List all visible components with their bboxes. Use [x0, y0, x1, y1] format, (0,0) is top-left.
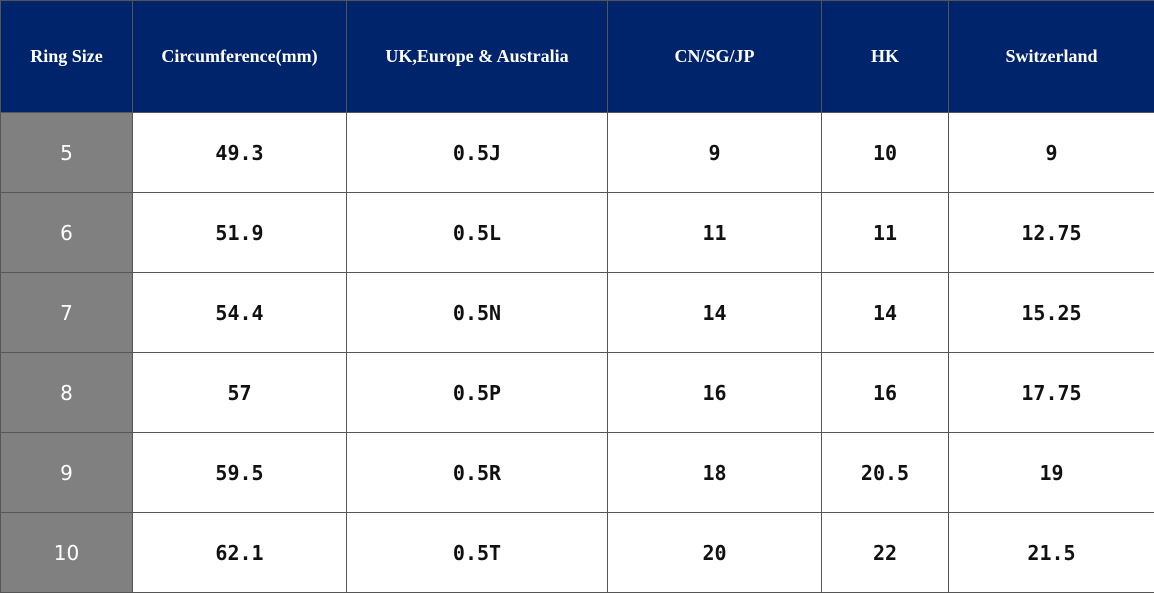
value-cell: 62.1: [133, 513, 347, 593]
value-cell: 19: [949, 433, 1154, 513]
value-cell: 18: [608, 433, 822, 513]
header-cell: Circumference(mm): [133, 1, 347, 113]
value-cell: 0.5N: [347, 273, 608, 353]
value-cell: 59.5: [133, 433, 347, 513]
value-cell: 0.5L: [347, 193, 608, 273]
value-cell: 0.5J: [347, 113, 608, 193]
ring-size-cell: 6: [1, 193, 133, 273]
value-cell: 11: [608, 193, 822, 273]
value-cell: 17.75: [949, 353, 1154, 433]
value-cell: 57: [133, 353, 347, 433]
value-cell: 14: [608, 273, 822, 353]
header-cell: UK,Europe & Australia: [347, 1, 608, 113]
value-cell: 20.5: [822, 433, 949, 513]
value-cell: 0.5R: [347, 433, 608, 513]
value-cell: 21.5: [949, 513, 1154, 593]
header-cell: HK: [822, 1, 949, 113]
value-cell: 15.25: [949, 273, 1154, 353]
value-cell: 11: [822, 193, 949, 273]
ring-size-cell: 9: [1, 433, 133, 513]
value-cell: 16: [822, 353, 949, 433]
value-cell: 0.5T: [347, 513, 608, 593]
ring-size-cell: 5: [1, 113, 133, 193]
header-cell: CN/SG/JP: [608, 1, 822, 113]
value-cell: 0.5P: [347, 353, 608, 433]
value-cell: 16: [608, 353, 822, 433]
value-cell: 14: [822, 273, 949, 353]
value-cell: 20: [608, 513, 822, 593]
ring-size-cell: 7: [1, 273, 133, 353]
ring-size-cell: 10: [1, 513, 133, 593]
ring-size-cell: 8: [1, 353, 133, 433]
value-cell: 51.9: [133, 193, 347, 273]
header-cell: Ring Size: [1, 1, 133, 113]
value-cell: 54.4: [133, 273, 347, 353]
value-cell: 10: [822, 113, 949, 193]
value-cell: 12.75: [949, 193, 1154, 273]
value-cell: 22: [822, 513, 949, 593]
value-cell: 49.3: [133, 113, 347, 193]
value-cell: 9: [949, 113, 1154, 193]
header-cell: Switzerland: [949, 1, 1154, 113]
value-cell: 9: [608, 113, 822, 193]
